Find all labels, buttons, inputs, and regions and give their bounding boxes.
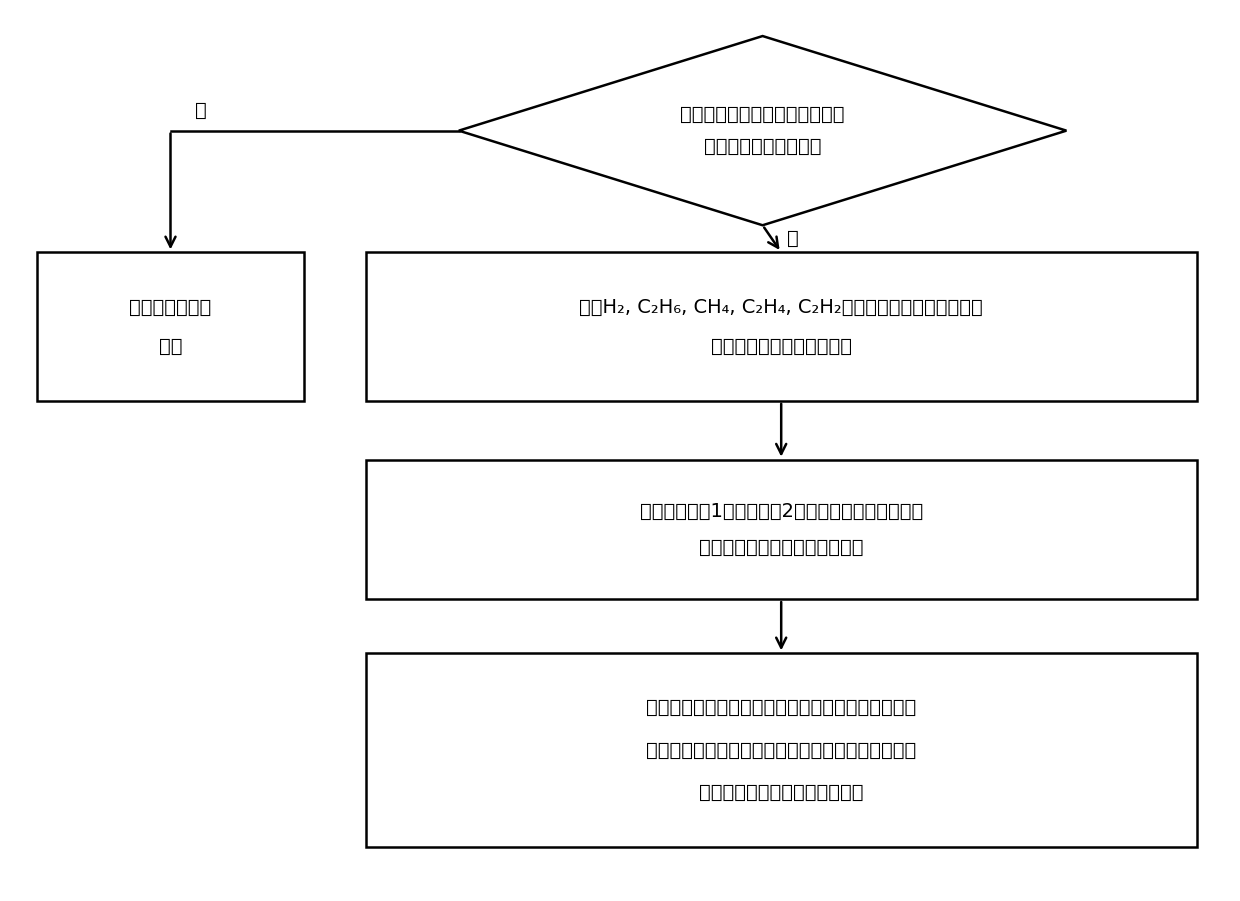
Text: 正常: 正常 <box>159 336 182 355</box>
Text: 计算H₂, C₂H₆, CH₄, C₂H₄, C₂H₂这五种特征气体的各自占比: 计算H₂, C₂H₆, CH₄, C₂H₄, C₂H₂这五种特征气体的各自占比 <box>579 298 983 317</box>
Text: ，并计算其几何中心点坐标: ，并计算其几何中心点坐标 <box>711 336 852 355</box>
Text: 可同时获得辅助性缺陷特征描述: 可同时获得辅助性缺陷特征描述 <box>699 783 863 802</box>
Bar <box>366 653 1197 847</box>
Text: 根据大卫五角1和大卫五角2的缺陷类型定义的边界节: 根据大卫五角1和大卫五角2的缺陷类型定义的边界节 <box>640 502 923 521</box>
Text: 度和增长趋势是否异常: 度和增长趋势是否异常 <box>704 137 821 157</box>
Text: 点，确定八个多边形区域的边界: 点，确定八个多边形区域的边界 <box>699 538 863 557</box>
Polygon shape <box>459 36 1066 225</box>
Text: 自动识别几何中心点属于大卫五角图谱中所属的区域: 自动识别几何中心点属于大卫五角图谱中所属的区域 <box>646 698 916 717</box>
Text: 被测变压器状态: 被测变压器状态 <box>129 298 212 317</box>
Text: 判断待测变压器油中溶解气体浓: 判断待测变压器油中溶解气体浓 <box>681 105 844 124</box>
Bar <box>37 252 304 401</box>
Bar <box>366 460 1197 599</box>
Bar <box>366 252 1197 401</box>
Text: 是: 是 <box>787 229 799 249</box>
Text: ，确定主缺陷类型；如果主缺陷类型为热性缺陷，则: ，确定主缺陷类型；如果主缺陷类型为热性缺陷，则 <box>646 741 916 760</box>
Text: 否: 否 <box>196 101 207 120</box>
